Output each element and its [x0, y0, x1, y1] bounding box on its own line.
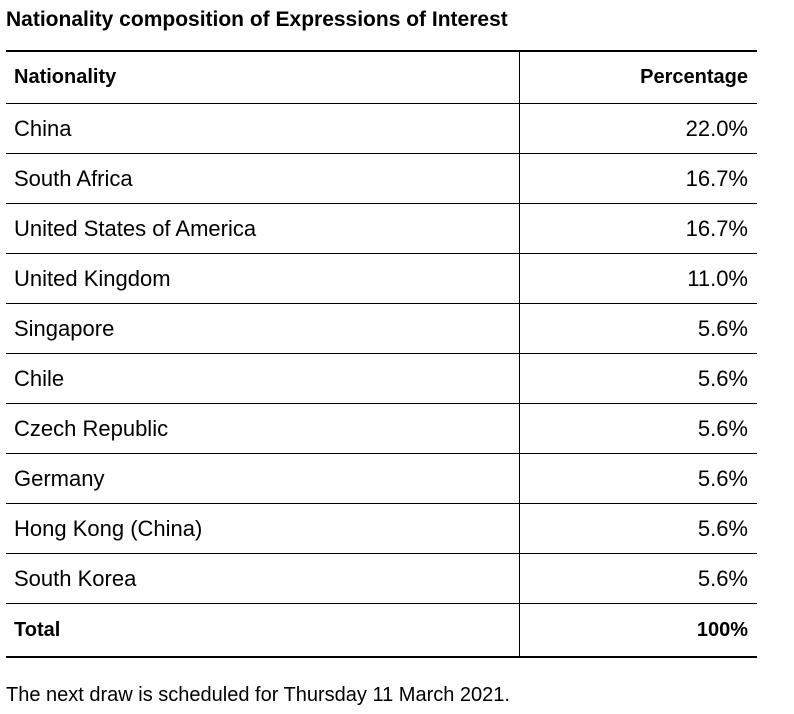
nationality-cell: South Korea	[6, 554, 520, 603]
table-row: United States of America 16.7%	[6, 204, 757, 254]
table-row: China 22.0%	[6, 104, 757, 154]
table-title: Nationality composition of Expressions o…	[6, 8, 508, 31]
nationality-cell: China	[6, 104, 520, 153]
table-total-row: Total 100%	[6, 604, 757, 656]
total-label: Total	[6, 604, 520, 656]
nationality-cell: Singapore	[6, 304, 520, 353]
percentage-cell: 11.0%	[687, 265, 748, 291]
nationality-cell: Czech Republic	[6, 404, 520, 453]
table-row: Singapore 5.6%	[6, 304, 757, 354]
nationality-cell: Chile	[6, 354, 520, 403]
table-row: Czech Republic 5.6%	[6, 404, 757, 454]
nationality-cell: Hong Kong (China)	[6, 504, 520, 553]
column-header-percentage: Percentage	[640, 66, 748, 88]
table-row: South Africa 16.7%	[6, 154, 757, 204]
table-row: Germany 5.6%	[6, 454, 757, 504]
percentage-cell: 16.7%	[685, 215, 748, 241]
nationality-cell: United Kingdom	[6, 254, 520, 303]
table-row: United Kingdom 11.0%	[6, 254, 757, 304]
percentage-cell: 5.6%	[697, 565, 748, 591]
table-row: South Korea 5.6%	[6, 554, 757, 604]
table-header-row: Nationality Percentage	[6, 52, 757, 104]
percentage-cell: 5.6%	[697, 365, 748, 391]
percentage-cell: 5.6%	[697, 515, 748, 541]
percentage-cell: 5.6%	[697, 465, 748, 491]
percentage-cell: 5.6%	[697, 315, 748, 341]
footnote: The next draw is scheduled for Thursday …	[6, 684, 510, 706]
table-row: Hong Kong (China) 5.6%	[6, 504, 757, 554]
percentage-cell: 22.0%	[685, 115, 748, 141]
total-value: 100%	[696, 618, 748, 641]
nationality-table: Nationality Percentage China 22.0% South…	[6, 50, 757, 658]
nationality-cell: Germany	[6, 454, 520, 503]
nationality-cell: United States of America	[6, 204, 520, 253]
percentage-cell: 16.7%	[685, 165, 748, 191]
percentage-cell: 5.6%	[697, 415, 748, 441]
column-header-nationality: Nationality	[6, 52, 520, 103]
nationality-cell: South Africa	[6, 154, 520, 203]
table-row: Chile 5.6%	[6, 354, 757, 404]
